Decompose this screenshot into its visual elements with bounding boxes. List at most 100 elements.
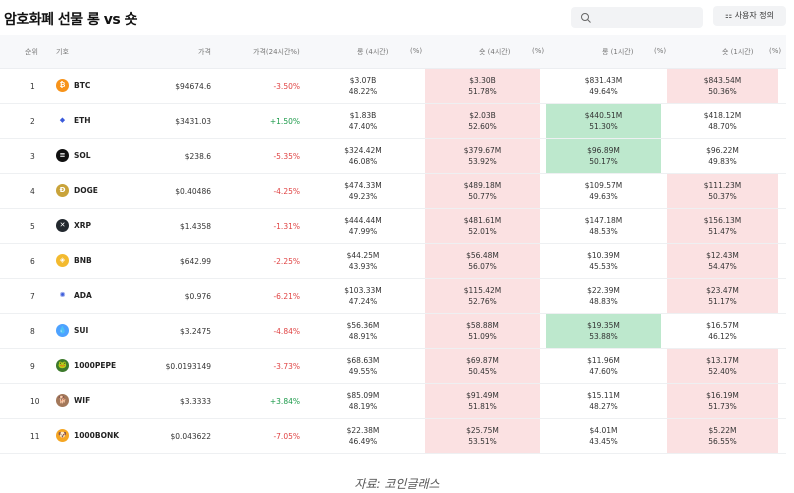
long1-amount: $4.01M	[589, 426, 618, 435]
short1-percent: 49.83%	[708, 157, 737, 166]
table-row[interactable]: 5 ✕ XRP $1.4358 -1.31% $444.44M 47.99% $4…	[0, 209, 786, 244]
short24-cell: $379.67M 53.92%	[425, 139, 540, 173]
symbol-label: 1000PEPE	[74, 360, 117, 370]
short24-percent: 52.76%	[468, 297, 497, 306]
symbol-label: DOGE	[74, 185, 98, 195]
table-row[interactable]: 4 Ð DOGE $0.40486 -4.25% $474.33M 49.23% …	[0, 174, 786, 209]
rank-cell: 10	[30, 397, 40, 406]
short24-cell: $115.42M 52.76%	[425, 279, 540, 313]
symbol-cell[interactable]: 💧 SUI	[56, 322, 88, 338]
long24-percent: 48.91%	[348, 332, 378, 341]
symbol-cell[interactable]: ◆ ETH	[56, 112, 91, 128]
header-pct-1[interactable]: (%)	[410, 47, 423, 55]
table-row[interactable]: 10 🐕 WIF $3.3333 +3.84% $85.09M 48.19% $9…	[0, 384, 786, 419]
coin-logo-icon: 🐸	[56, 358, 69, 372]
change-cell: -6.21%	[273, 292, 300, 301]
symbol-cell[interactable]: 🐸 1000PEPE	[56, 357, 116, 373]
short24-percent: 51.78%	[468, 87, 497, 96]
short1-percent: 50.36%	[708, 87, 737, 96]
long24-amount: $444.44M	[344, 216, 382, 225]
table-row[interactable]: 9 🐸 1000PEPE $0.0193149 -3.73% $68.63M 49…	[0, 349, 786, 384]
rank-cell: 5	[30, 222, 35, 231]
symbol-cell[interactable]: 🐶 1000BONK	[56, 427, 119, 443]
symbol-label: ADA	[74, 290, 92, 300]
search-input[interactable]	[571, 7, 703, 28]
long24-amount: $474.33M	[344, 181, 382, 190]
table-row[interactable]: 6 ◈ BNB $642.99 -2.25% $44.25M 43.93% $56…	[0, 244, 786, 279]
symbol-cell[interactable]: ₿ BTC	[56, 77, 90, 93]
change-cell: -1.31%	[273, 222, 300, 231]
header-short-4h[interactable]: 숏 (4시간)	[479, 48, 511, 56]
price-cell: $3.2475	[179, 327, 211, 336]
long1-cell: $19.35M 53.88%	[546, 314, 661, 348]
table-row[interactable]: 7 ✺ ADA $0.976 -6.21% $103.33M 47.24% $11…	[0, 279, 786, 314]
short24-cell: $3.30B 51.78%	[425, 69, 540, 103]
short1-cell: $843.54M 50.36%	[667, 69, 778, 103]
long24-percent: 48.19%	[348, 402, 378, 411]
long1-amount: $15.11M	[587, 391, 620, 400]
header-short-1h[interactable]: 숏 (1시간)	[722, 48, 754, 56]
short24-cell: $91.49M 51.81%	[425, 384, 540, 418]
rank-cell: 3	[30, 152, 35, 161]
change-cell: -3.50%	[273, 82, 300, 91]
long24-amount: $324.42M	[344, 146, 382, 155]
search-icon	[581, 13, 591, 23]
short1-percent: 54.47%	[708, 262, 737, 271]
symbol-cell[interactable]: 🐕 WIF	[56, 392, 90, 408]
long24-amount: $44.25M	[346, 251, 380, 260]
customize-button[interactable]: ⚏ 사용자 정의	[713, 6, 786, 26]
long1-percent: 50.17%	[589, 157, 618, 166]
symbol-cell[interactable]: ≡ SOL	[56, 147, 91, 163]
header-pct-2[interactable]: (%)	[532, 47, 545, 55]
short1-percent: 51.17%	[708, 297, 737, 306]
symbol-cell[interactable]: ✕ XRP	[56, 217, 91, 233]
long24-cell: $44.25M 43.93%	[303, 244, 423, 278]
header-pct-4[interactable]: (%)	[769, 47, 782, 55]
rank-cell: 1	[30, 82, 35, 91]
long24-amount: $103.33M	[344, 286, 382, 295]
coin-logo-icon: ◈	[56, 253, 69, 267]
long1-cell: $147.18M 48.53%	[546, 209, 661, 243]
symbol-cell[interactable]: ✺ ADA	[56, 287, 92, 303]
long1-percent: 45.53%	[589, 262, 618, 271]
short1-amount: $16.57M	[706, 321, 739, 330]
table-row[interactable]: 3 ≡ SOL $238.6 -5.35% $324.42M 46.08% $37…	[0, 139, 786, 174]
short24-cell: $489.18M 50.77%	[425, 174, 540, 208]
short24-amount: $25.75M	[466, 426, 499, 435]
header-symbol[interactable]: 기호	[56, 48, 69, 56]
long24-cell: $3.07B 48.22%	[303, 69, 423, 103]
long24-cell: $22.38M 46.49%	[303, 419, 423, 453]
change-cell: -4.25%	[273, 187, 300, 196]
price-cell: $0.043622	[170, 432, 211, 441]
rank-cell: 8	[30, 327, 35, 336]
short1-amount: $16.19M	[706, 391, 739, 400]
header-change[interactable]: 가격(24시간%)	[253, 48, 300, 56]
table-row[interactable]: 11 🐶 1000BONK $0.043622 -7.05% $22.38M 46…	[0, 419, 786, 454]
table-row[interactable]: 2 ◆ ETH $3431.03 +1.50% $1.83B 47.40% $2.…	[0, 104, 786, 139]
short1-percent: 51.73%	[708, 402, 737, 411]
long24-percent: 49.55%	[348, 367, 378, 376]
header-rank[interactable]: 순위	[25, 48, 38, 56]
header-pct-3[interactable]: (%)	[654, 47, 667, 55]
short24-percent: 56.07%	[468, 262, 497, 271]
symbol-label: XRP	[74, 220, 92, 230]
short24-percent: 53.51%	[468, 437, 497, 446]
header-long-4h[interactable]: 롱 (4시간)	[357, 48, 389, 56]
table-row[interactable]: 8 💧 SUI $3.2475 -4.84% $56.36M 48.91% $58…	[0, 314, 786, 349]
symbol-label: WIF	[74, 395, 91, 405]
short1-cell: $23.47M 51.17%	[667, 279, 778, 313]
table-row[interactable]: 1 ₿ BTC $94674.6 -3.50% $3.07B 48.22% $3.…	[0, 69, 786, 104]
long24-cell: $444.44M 47.99%	[303, 209, 423, 243]
header-price[interactable]: 가격	[198, 48, 211, 56]
short1-amount: $23.47M	[706, 286, 739, 295]
short1-cell: $12.43M 54.47%	[667, 244, 778, 278]
short1-cell: $13.17M 52.40%	[667, 349, 778, 383]
header-long-1h[interactable]: 롱 (1시간)	[602, 48, 634, 56]
long1-percent: 48.53%	[589, 227, 618, 236]
symbol-cell[interactable]: ◈ BNB	[56, 252, 92, 268]
price-cell: $238.6	[184, 152, 211, 161]
symbol-cell[interactable]: Ð DOGE	[56, 182, 98, 198]
coin-logo-icon: 🐶	[56, 428, 69, 442]
short24-cell: $481.61M 52.01%	[425, 209, 540, 243]
long1-cell: $10.39M 45.53%	[546, 244, 661, 278]
